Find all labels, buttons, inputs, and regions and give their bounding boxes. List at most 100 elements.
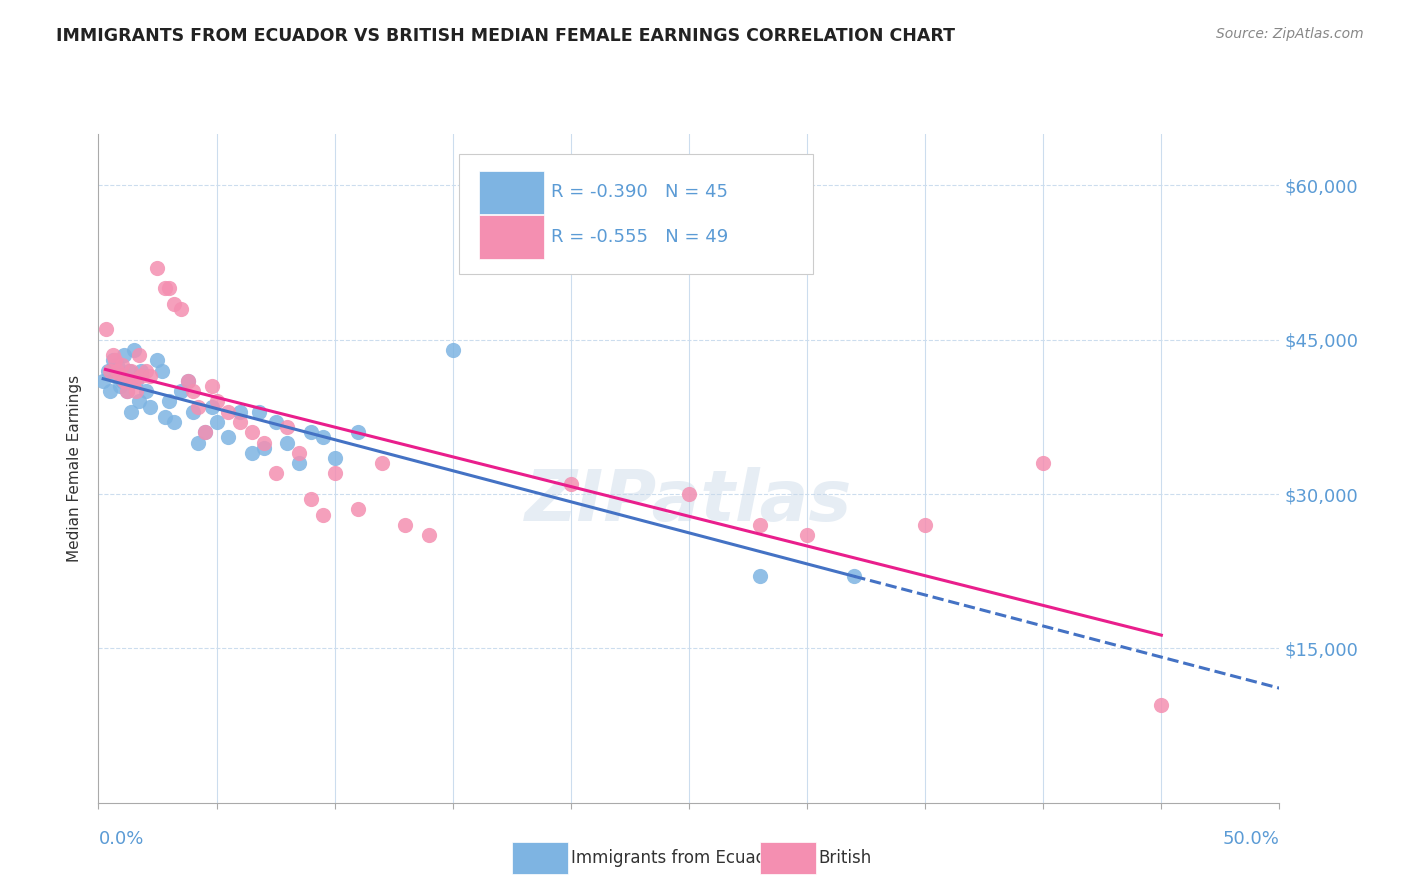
Point [170, 384, 193, 398]
Point [796, 528, 818, 542]
Point [276, 435, 298, 450]
Point [247, 405, 270, 419]
Point [129, 363, 152, 377]
Point [139, 368, 162, 383]
Point [111, 374, 134, 388]
Point [139, 400, 162, 414]
Point [312, 430, 335, 444]
Point [157, 394, 180, 409]
Point [347, 425, 370, 440]
Point [187, 435, 209, 450]
Point [115, 384, 138, 398]
Point [128, 394, 150, 409]
Point [98, 363, 121, 377]
Point [112, 348, 135, 362]
Point [146, 260, 169, 275]
Point [122, 343, 145, 357]
Text: Source: ZipAtlas.com: Source: ZipAtlas.com [1216, 27, 1364, 41]
Point [104, 368, 127, 383]
Point [678, 487, 700, 501]
Text: 50.0%: 50.0% [1223, 830, 1279, 847]
Point [748, 517, 770, 532]
Point [101, 353, 124, 368]
Point [135, 384, 157, 398]
Point [125, 384, 148, 398]
Point [177, 374, 200, 388]
Point [253, 441, 276, 455]
Point [312, 508, 335, 522]
Point [121, 363, 143, 377]
Point [914, 517, 936, 532]
Point [418, 528, 440, 542]
Point [276, 420, 298, 434]
Point [97, 363, 120, 377]
Point [98, 384, 121, 398]
Point [323, 450, 346, 465]
Point [229, 405, 252, 419]
Point [111, 359, 134, 373]
Point [240, 446, 263, 460]
Point [122, 374, 145, 388]
Point [146, 353, 169, 368]
Point [194, 425, 217, 440]
Point [105, 363, 128, 377]
Point [1150, 698, 1173, 712]
Point [153, 409, 176, 424]
Point [217, 405, 239, 419]
FancyBboxPatch shape [458, 154, 813, 275]
Point [115, 384, 138, 398]
Point [170, 301, 193, 316]
Point [118, 363, 141, 377]
Text: ZIPatlas: ZIPatlas [526, 467, 852, 536]
Point [194, 425, 217, 440]
Point [108, 379, 131, 393]
Point [135, 363, 157, 377]
Point [163, 296, 186, 310]
Point [177, 374, 200, 388]
Point [1032, 456, 1054, 470]
Point [163, 415, 186, 429]
Point [181, 405, 204, 419]
Point [240, 425, 263, 440]
Text: Immigrants from Ecuador: Immigrants from Ecuador [571, 849, 783, 867]
Point [201, 400, 224, 414]
Point [205, 394, 228, 409]
FancyBboxPatch shape [478, 216, 544, 259]
Point [229, 415, 252, 429]
Point [104, 353, 127, 368]
Point [108, 368, 131, 383]
Point [264, 467, 287, 481]
Point [441, 343, 464, 357]
Point [101, 348, 124, 362]
Point [288, 456, 311, 470]
FancyBboxPatch shape [512, 842, 568, 874]
Point [121, 405, 143, 419]
Point [125, 374, 148, 388]
Point [323, 467, 346, 481]
Point [153, 281, 176, 295]
Point [201, 379, 224, 393]
Point [128, 348, 150, 362]
Y-axis label: Median Female Earnings: Median Female Earnings [67, 375, 83, 562]
Point [205, 415, 228, 429]
Text: R = -0.390   N = 45: R = -0.390 N = 45 [551, 183, 728, 201]
Point [105, 359, 128, 373]
Point [299, 425, 322, 440]
Point [118, 374, 141, 388]
Point [264, 415, 287, 429]
FancyBboxPatch shape [478, 170, 544, 214]
Point [844, 569, 866, 583]
Point [129, 368, 152, 383]
Point [748, 569, 770, 583]
Point [217, 430, 239, 444]
Point [150, 363, 173, 377]
Text: British: British [818, 849, 872, 867]
Point [187, 400, 209, 414]
Point [371, 456, 394, 470]
Point [347, 502, 370, 516]
Point [91, 374, 114, 388]
Point [253, 435, 276, 450]
Point [112, 374, 135, 388]
Point [181, 384, 204, 398]
Point [299, 492, 322, 507]
